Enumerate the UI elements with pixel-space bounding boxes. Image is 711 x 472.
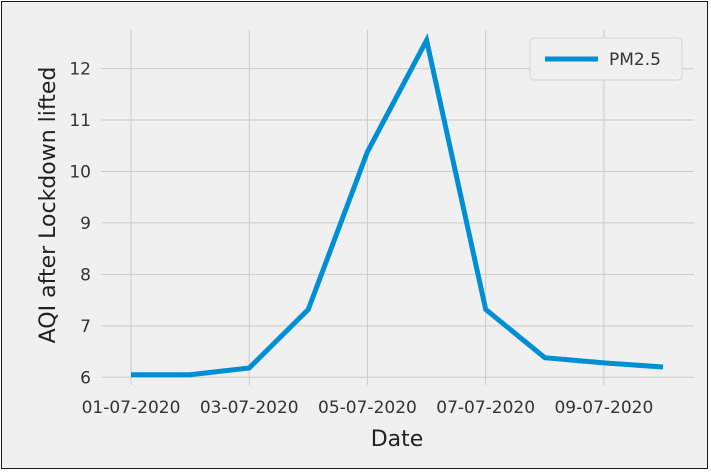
x-tick-label: 09-07-2020 xyxy=(554,398,653,418)
x-tick-label: 05-07-2020 xyxy=(318,398,417,418)
legend: PM2.5 xyxy=(529,37,683,81)
y-tick-label: 7 xyxy=(80,317,91,337)
x-tick-label: 07-07-2020 xyxy=(436,398,535,418)
x-tick-label: 03-07-2020 xyxy=(200,398,299,418)
x-axis-label: Date xyxy=(371,427,424,452)
y-tick-label: 12 xyxy=(69,60,91,80)
legend-label: PM2.5 xyxy=(609,50,661,70)
series-layer xyxy=(131,33,664,378)
y-tick-label: 10 xyxy=(69,162,91,182)
x-tick-label: 01-07-2020 xyxy=(82,398,181,418)
y-tick-label: 11 xyxy=(69,111,91,131)
legend-box xyxy=(529,37,683,81)
y-tick-labels: 6 7 8 9 10 11 12 xyxy=(69,60,91,389)
y-tick-label: 6 xyxy=(80,368,91,388)
y-tick-label: 9 xyxy=(80,214,91,234)
y-axis-label: AQI after Lockdown lifted xyxy=(36,67,61,344)
y-tick-label: 8 xyxy=(80,265,91,285)
series-line-pm25 xyxy=(131,33,664,378)
grid xyxy=(101,30,694,385)
x-tick-labels: 01-07-2020 03-07-2020 05-07-2020 07-07-2020… xyxy=(82,398,654,418)
